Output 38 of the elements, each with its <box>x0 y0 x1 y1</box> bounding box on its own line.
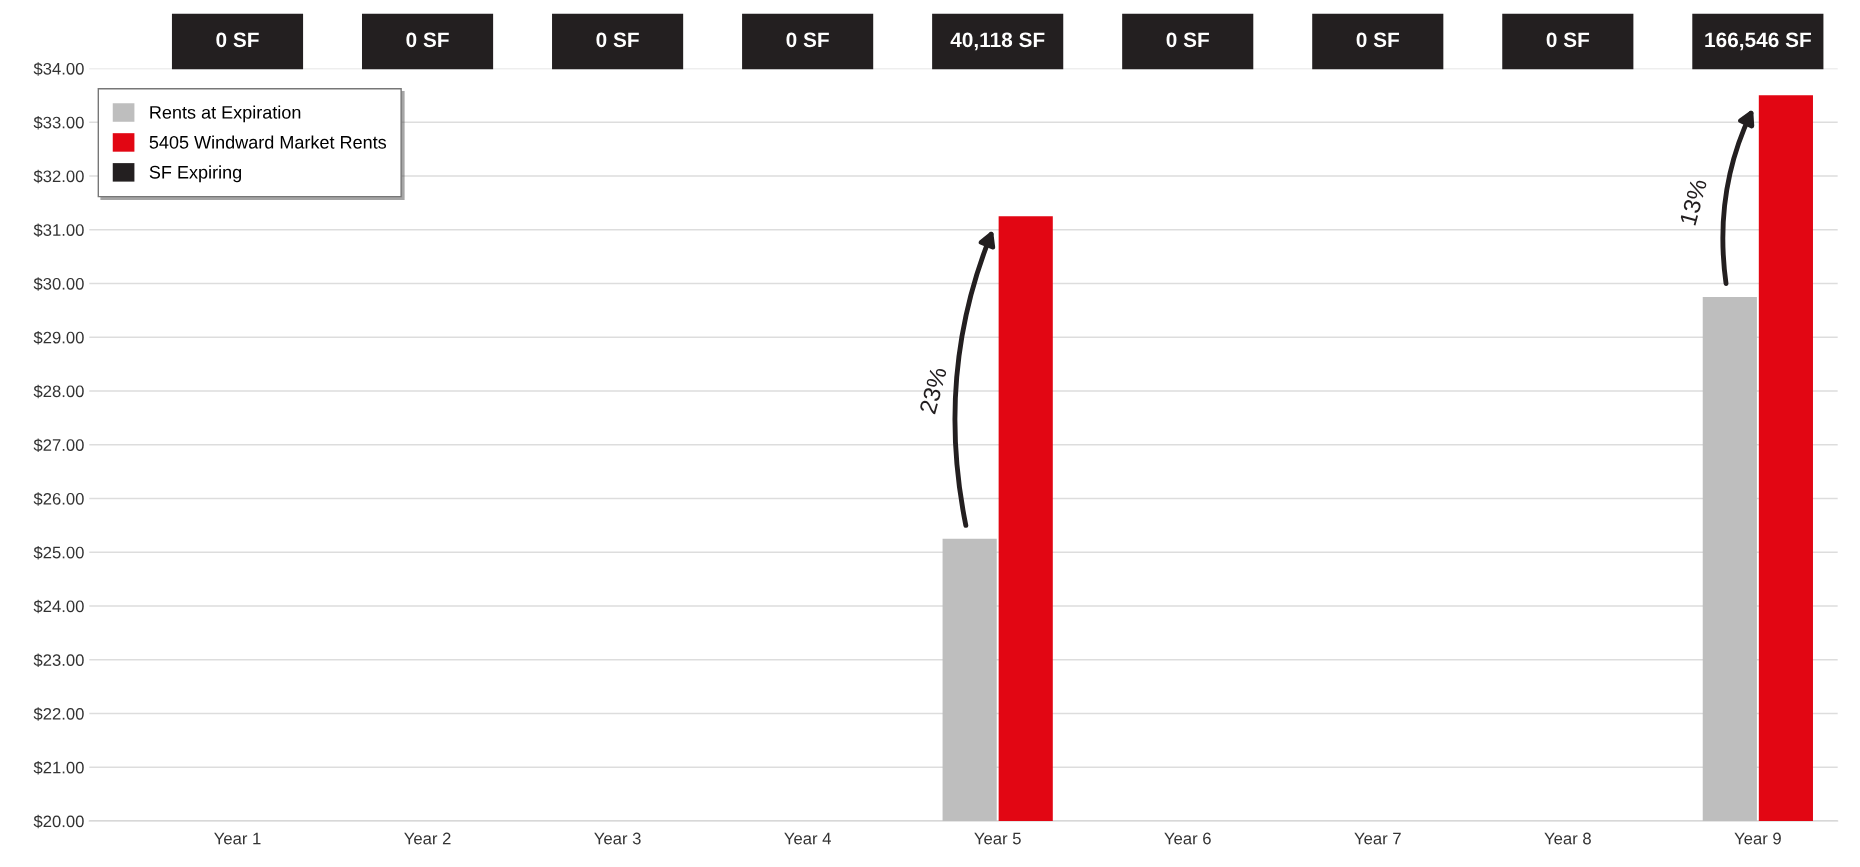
y-tick-label: $32.00 <box>33 169 84 184</box>
text: 0 SF <box>1166 32 1209 48</box>
y-tick-label: $34.00 <box>33 62 84 76</box>
y-tick-label: $23.00 <box>33 653 84 667</box>
text: 0 SF <box>1546 32 1590 48</box>
annotation: 23% <box>919 366 947 415</box>
legend-label: 5405 Windward Market Rents <box>149 135 387 149</box>
x-tick-label: Year 2 <box>404 832 451 845</box>
x-tick-label: Year 7 <box>1354 832 1401 845</box>
text: 0 SF <box>216 32 259 48</box>
annotation: 13% <box>1679 178 1708 226</box>
y-tick-label: $21.00 <box>33 761 84 775</box>
y-tick-label: $30.00 <box>33 277 84 291</box>
y-tick-label: $33.00 <box>33 115 84 130</box>
legend-label: Rents at Expiration <box>150 105 301 123</box>
x-tick-label: Year 3 <box>594 832 641 845</box>
x-tick-label: Year 4 <box>784 832 831 845</box>
x-tick-label: Year 5 <box>974 832 1021 845</box>
text: 166,546 SF <box>1705 32 1811 51</box>
text: 0 SF <box>406 32 449 48</box>
text: 0 SF <box>1356 32 1400 48</box>
y-tick-label: $31.00 <box>33 223 84 237</box>
x-tick-label: Year 8 <box>1544 832 1591 845</box>
y-tick-label: $28.00 <box>33 384 84 399</box>
y-tick-label: $22.00 <box>33 707 84 721</box>
text: 0 SF <box>786 32 829 48</box>
y-tick-label: $24.00 <box>33 599 84 614</box>
text: 40,118 SF <box>950 32 1045 51</box>
y-tick-label: $20.00 <box>33 814 84 829</box>
legend-label: SF Expiring <box>149 165 242 183</box>
x-tick-label: Year 9 <box>1734 832 1781 845</box>
y-tick-label: $29.00 <box>33 330 84 345</box>
text: 0 SF <box>596 32 639 48</box>
x-tick-label: Year 1 <box>214 832 261 845</box>
y-tick-label: $27.00 <box>33 438 84 452</box>
y-tick-label: $25.00 <box>33 545 84 560</box>
x-tick-label: Year 6 <box>1164 832 1211 845</box>
y-tick-label: $26.00 <box>33 492 84 506</box>
